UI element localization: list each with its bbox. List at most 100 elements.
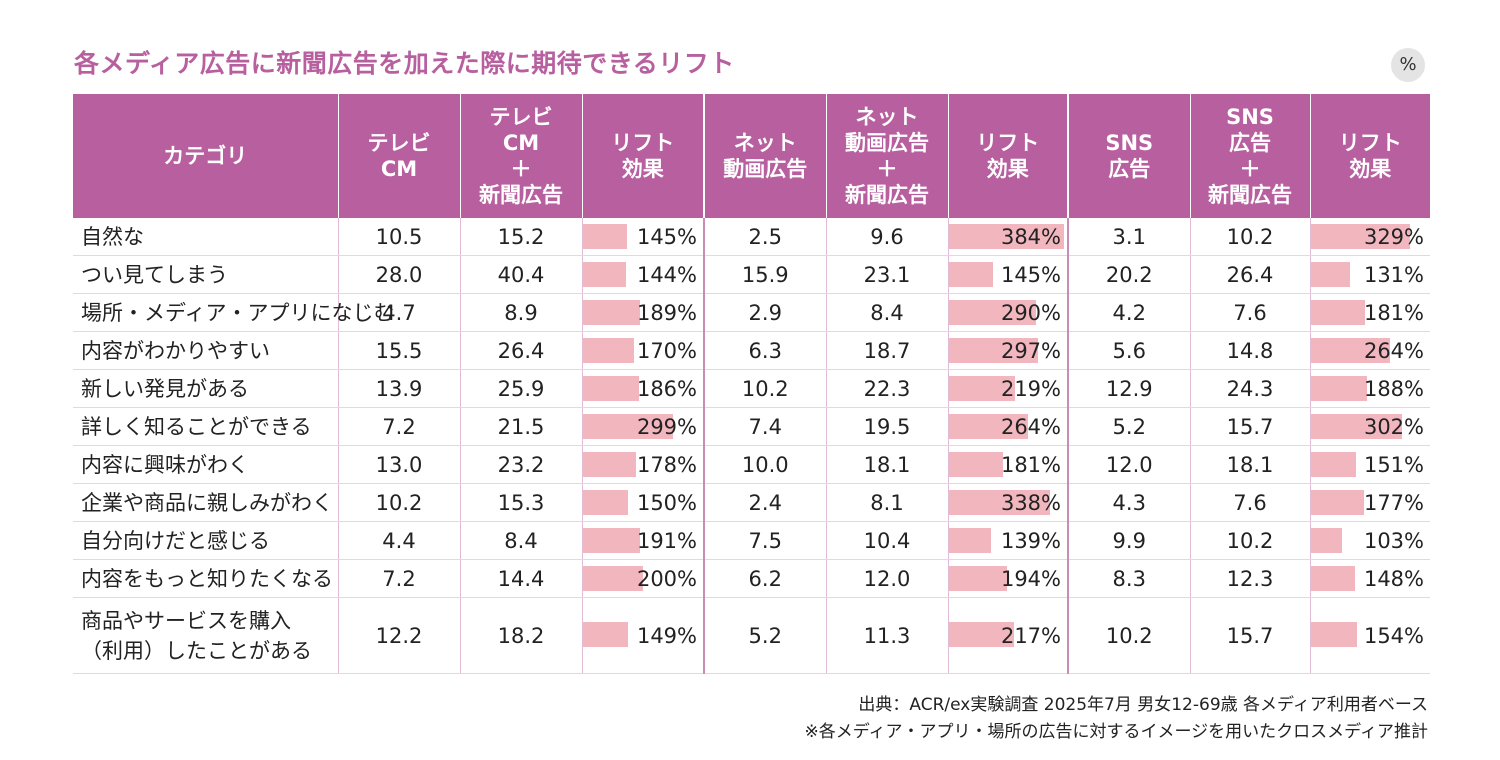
column-header: テレビ CM ＋新聞広告 [459,94,582,218]
column-header-line: ネット [855,105,919,129]
column-header: リフト 効果 [1309,94,1430,218]
chart-title: 各メディア広告に新聞広告を加えた際に期待できるリフト [74,49,735,78]
lift-value: 103% [1363,528,1424,553]
category-label: 詳しく知ることができる [81,414,312,439]
value-cell: 5.2 [703,597,826,674]
category-label: 商品やサービスを購入 [81,608,291,633]
value-cell: 18.1 [825,445,948,484]
lift-value: 145% [636,224,697,249]
lift-value: 181% [1000,452,1061,477]
column-header-line: CM [502,131,540,155]
table-body: 自然な 10.5 15.2 145% 2.5 9.6 384% 3.1 10.2 329% つい見て… [73,218,1430,674]
lift-bar [1310,566,1355,591]
category-label: 内容に興味がわく [81,452,249,477]
table-row: 内容をもっと知りたくなる 7.2 14.4 200% 6.2 12.0 194% 8.3 12.… [73,559,1430,598]
column-header-line: テレビ [367,131,431,155]
column-header-line: ＋ [876,157,898,181]
lift-cell: 302% [1309,407,1430,446]
lift-bar [582,338,634,363]
column-header: SNS 広告 [1067,94,1190,218]
table-row: 内容がわかりやすい 15.5 26.4 170% 6.3 18.7 297% 5.6 14.8 2… [73,331,1430,370]
unit-badge: % [1391,48,1425,82]
value-cell: 14.4 [459,559,582,598]
lift-bar [948,300,1036,325]
value-cell: 3.1 [1067,218,1190,256]
lift-cell: 200% [581,559,704,598]
table-row: 詳しく知ることができる 7.2 21.5 299% 7.4 19.5 264% 5.2 15.7… [73,407,1430,446]
value-cell: 14.8 [1189,331,1310,370]
value-cell: 10.2 [1067,597,1190,674]
lift-bar [1310,452,1356,477]
value-cell: 4.2 [1067,293,1190,332]
value-cell: 12.9 [1067,369,1190,408]
value-cell: 15.7 [1189,597,1310,674]
lift-cell: 149% [581,597,704,674]
lift-cell: 264% [1309,331,1430,370]
lift-cell: 154% [1309,597,1430,674]
lift-bar [1310,414,1402,439]
value-cell: 13.9 [337,369,460,408]
column-header: カテゴリ [73,94,338,218]
lift-bar [1310,338,1390,363]
lift-cell: 103% [1309,521,1430,560]
lift-bar [1310,262,1350,287]
lift-bar [948,566,1007,591]
lift-cell: 297% [947,331,1068,370]
table-row: 企業や商品に親しみがわく 10.2 15.3 150% 2.4 8.1 338% 4.3 7.6… [73,483,1430,522]
value-cell: 9.9 [1067,521,1190,560]
category-cell: 自分向けだと感じる [73,521,338,560]
value-cell: 15.3 [459,483,582,522]
column-header-line: リフト [611,131,675,155]
category-cell: 新しい発見がある [73,369,338,408]
column-header-line: リフト [976,131,1040,155]
lift-cell: 145% [947,255,1068,294]
value-cell: 18.2 [459,597,582,674]
value-cell: 4.4 [337,521,460,560]
value-cell: 12.2 [337,597,460,674]
value-cell: 8.3 [1067,559,1190,598]
lift-cell: 219% [947,369,1068,408]
value-cell: 25.9 [459,369,582,408]
lift-value: 188% [1363,376,1424,401]
lift-value: 189% [636,300,697,325]
value-cell: 7.6 [1189,483,1310,522]
value-cell: 4.7 [337,293,460,332]
column-header-line: リフト [1338,131,1402,155]
value-cell: 7.2 [337,559,460,598]
value-cell: 12.0 [825,559,948,598]
lift-bar [948,414,1028,439]
column-header-line: 新聞広告 [479,183,563,207]
lift-value: 131% [1363,262,1424,287]
column-header-line: ネット [733,131,797,155]
category-cell: 商品やサービスを購入 （利用）したことがある [73,597,338,674]
value-cell: 7.4 [703,407,826,446]
column-header-line: 広告 [1108,157,1151,181]
category-cell: 詳しく知ることができる [73,407,338,446]
lift-cell: 181% [947,445,1068,484]
value-cell: 5.6 [1067,331,1190,370]
category-cell: 企業や商品に親しみがわく [73,483,338,522]
lift-cell: 338% [947,483,1068,522]
header-row: カテゴリ テレビ CM テレビ CM ＋新聞広告 リフト 効果 ネット 動画広告 ネット 動画広告＋新… [73,94,1430,218]
column-header-line: 動画広告 [723,157,808,181]
lift-value: 217% [1000,623,1061,648]
category-cell: つい見てしまう [73,255,338,294]
category-cell: 自然な [73,218,338,256]
lift-value: 186% [636,376,697,401]
category-label: 自然な [81,224,144,249]
column-header-line: 動画広告 [845,131,929,155]
lift-value: 144% [636,262,697,287]
lift-value: 150% [636,490,697,515]
lift-cell: 178% [581,445,704,484]
column-header-line: 効果 [986,157,1029,181]
table-row: つい見てしまう 28.0 40.4 144% 15.9 23.1 145% 20.2 26.4 1… [73,255,1430,294]
lift-bar [948,338,1038,363]
lift-value: 194% [1000,566,1061,591]
category-label: （利用）したことがある [81,638,312,663]
category-label: 自分向けだと感じる [81,528,270,553]
lift-bar [582,414,673,439]
lift-bar [582,622,628,647]
table-row: 場所・メディア・アプリになじむ 4.7 8.9 189% 2.9 8.4 290% 4.2 7.… [73,293,1430,332]
lift-bar [1310,528,1342,553]
lift-cell: 131% [1309,255,1430,294]
